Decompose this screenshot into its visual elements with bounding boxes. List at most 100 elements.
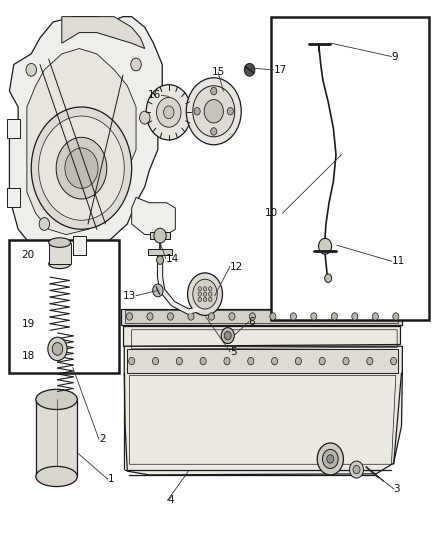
Circle shape bbox=[311, 313, 317, 320]
Circle shape bbox=[167, 313, 173, 320]
Circle shape bbox=[154, 228, 166, 243]
Circle shape bbox=[31, 107, 132, 229]
Polygon shape bbox=[62, 17, 145, 49]
Polygon shape bbox=[132, 197, 175, 235]
Circle shape bbox=[203, 292, 207, 296]
Circle shape bbox=[146, 85, 191, 140]
Circle shape bbox=[203, 287, 207, 291]
Text: 11: 11 bbox=[392, 256, 405, 266]
Circle shape bbox=[319, 358, 325, 365]
Ellipse shape bbox=[49, 259, 71, 269]
Polygon shape bbox=[49, 243, 71, 264]
Circle shape bbox=[193, 86, 235, 137]
Circle shape bbox=[204, 100, 223, 123]
Circle shape bbox=[393, 313, 399, 320]
Text: 2: 2 bbox=[99, 434, 106, 445]
Circle shape bbox=[208, 297, 212, 302]
Circle shape bbox=[343, 358, 349, 365]
Circle shape bbox=[221, 328, 234, 344]
Circle shape bbox=[248, 358, 254, 365]
Circle shape bbox=[211, 128, 217, 135]
Text: 1: 1 bbox=[108, 474, 114, 484]
Circle shape bbox=[65, 148, 98, 188]
Circle shape bbox=[147, 313, 153, 320]
Text: 14: 14 bbox=[166, 254, 179, 263]
Ellipse shape bbox=[36, 466, 78, 487]
Circle shape bbox=[318, 238, 332, 254]
Polygon shape bbox=[27, 49, 136, 235]
Polygon shape bbox=[7, 119, 20, 138]
Circle shape bbox=[367, 358, 373, 365]
Circle shape bbox=[39, 116, 124, 220]
Circle shape bbox=[193, 279, 217, 309]
Circle shape bbox=[272, 358, 278, 365]
Circle shape bbox=[327, 455, 334, 463]
Ellipse shape bbox=[36, 389, 78, 409]
Circle shape bbox=[295, 358, 301, 365]
Circle shape bbox=[156, 98, 181, 127]
Circle shape bbox=[352, 313, 358, 320]
Circle shape bbox=[290, 313, 297, 320]
Circle shape bbox=[227, 108, 233, 115]
Circle shape bbox=[52, 343, 63, 356]
Text: 9: 9 bbox=[392, 52, 398, 61]
Polygon shape bbox=[127, 349, 398, 373]
Text: 15: 15 bbox=[212, 68, 225, 77]
Circle shape bbox=[39, 217, 49, 230]
Circle shape bbox=[56, 138, 107, 199]
Polygon shape bbox=[123, 326, 400, 346]
Circle shape bbox=[131, 58, 141, 71]
Circle shape bbox=[325, 274, 332, 282]
Circle shape bbox=[249, 313, 255, 320]
Circle shape bbox=[317, 443, 343, 475]
Circle shape bbox=[200, 358, 206, 365]
Polygon shape bbox=[121, 309, 403, 325]
Text: 4: 4 bbox=[167, 495, 174, 505]
Text: 20: 20 bbox=[21, 250, 35, 260]
Circle shape bbox=[186, 78, 241, 145]
Bar bbox=[272, 17, 428, 320]
Polygon shape bbox=[124, 346, 403, 475]
Text: 12: 12 bbox=[230, 262, 243, 271]
Circle shape bbox=[152, 284, 163, 297]
Circle shape bbox=[188, 313, 194, 320]
Circle shape bbox=[176, 358, 182, 365]
Circle shape bbox=[163, 106, 174, 119]
Text: 19: 19 bbox=[21, 319, 35, 329]
Text: 18: 18 bbox=[21, 351, 35, 361]
Circle shape bbox=[208, 287, 212, 291]
Circle shape bbox=[208, 313, 215, 320]
Circle shape bbox=[152, 358, 159, 365]
Circle shape bbox=[331, 313, 337, 320]
Polygon shape bbox=[125, 310, 398, 324]
Ellipse shape bbox=[49, 238, 71, 247]
Circle shape bbox=[127, 313, 133, 320]
Circle shape bbox=[198, 297, 201, 302]
Circle shape bbox=[391, 358, 397, 365]
Polygon shape bbox=[36, 399, 78, 477]
Circle shape bbox=[350, 461, 364, 478]
Circle shape bbox=[129, 358, 135, 365]
Circle shape bbox=[208, 292, 212, 296]
Polygon shape bbox=[150, 232, 170, 239]
Circle shape bbox=[353, 465, 360, 474]
Circle shape bbox=[26, 63, 36, 76]
Circle shape bbox=[270, 313, 276, 320]
Circle shape bbox=[322, 449, 338, 469]
Text: 10: 10 bbox=[265, 208, 279, 219]
Circle shape bbox=[203, 297, 207, 302]
Circle shape bbox=[140, 111, 150, 124]
Polygon shape bbox=[7, 188, 20, 207]
Circle shape bbox=[156, 256, 163, 264]
Circle shape bbox=[198, 287, 201, 291]
Circle shape bbox=[187, 273, 223, 316]
Circle shape bbox=[244, 63, 255, 76]
Text: 6: 6 bbox=[249, 317, 255, 327]
Text: 17: 17 bbox=[274, 65, 287, 75]
Text: 16: 16 bbox=[148, 90, 161, 100]
Circle shape bbox=[198, 292, 201, 296]
Circle shape bbox=[372, 313, 378, 320]
Circle shape bbox=[224, 332, 231, 340]
Circle shape bbox=[211, 87, 217, 95]
Circle shape bbox=[224, 358, 230, 365]
